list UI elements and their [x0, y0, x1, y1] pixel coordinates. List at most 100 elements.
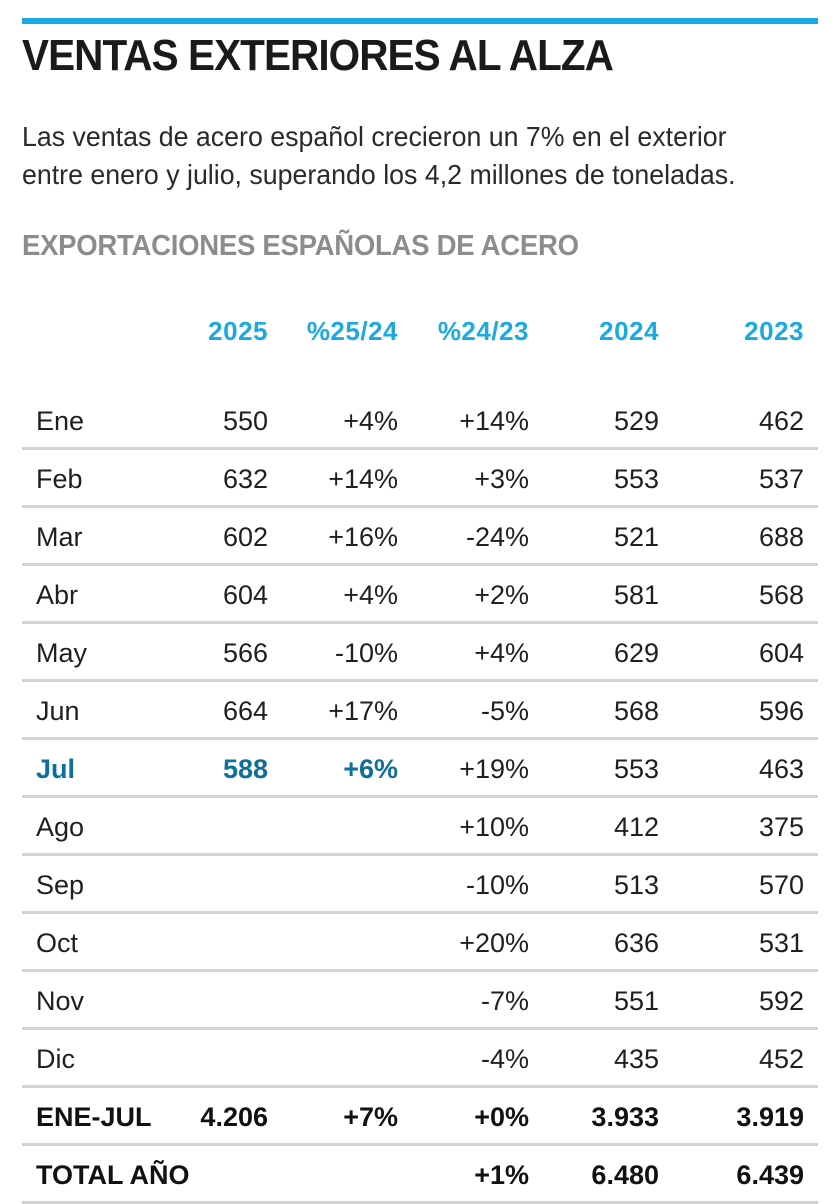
accent-top-rule	[22, 18, 818, 24]
cell-pct-24-23: +2%	[412, 564, 543, 624]
cell-2025	[152, 1028, 282, 1088]
cell-2024: 412	[543, 796, 673, 856]
table-row-ytd-total: ENE-JUL 4.206 +7% +0% 3.933 3.919	[22, 1086, 818, 1146]
cell-2023: 537	[673, 448, 818, 508]
row-label: Dic	[22, 1028, 152, 1088]
header-2024: 2024	[599, 315, 659, 346]
cell-pct-24-23: +14%	[412, 392, 543, 450]
cell-2025: 602	[152, 506, 282, 566]
headline: VENTAS EXTERIORES AL ALZA	[22, 31, 614, 80]
cell-pct-24-23: +0%	[412, 1086, 543, 1146]
table-row: Ene 550 +4% +14% 529 462	[22, 392, 818, 450]
cell-2023: 568	[673, 564, 818, 624]
row-label: Mar	[22, 506, 152, 566]
cell-2023: 531	[673, 912, 818, 972]
cell-pct-25-24	[282, 1028, 412, 1088]
cell-2023: 452	[673, 1028, 818, 1088]
deck-line-1: Las ventas de acero español crecieron un…	[22, 121, 727, 152]
cell-2023: 6.439	[673, 1144, 818, 1204]
cell-2025: 566	[152, 622, 282, 682]
table-row: Abr 604 +4% +2% 581 568	[22, 564, 818, 624]
cell-pct-24-23: +10%	[412, 796, 543, 856]
cell-2025	[152, 912, 282, 972]
cell-2023: 688	[673, 506, 818, 566]
table-row: Ago +10% 412 375	[22, 796, 818, 856]
cell-pct-24-23: +19%	[412, 738, 543, 798]
cell-2025: 4.206	[152, 1086, 282, 1146]
cell-pct-24-23: +4%	[412, 622, 543, 682]
cell-pct-25-24: +14%	[282, 448, 412, 508]
cell-2024: 521	[543, 506, 673, 566]
table-row: May 566 -10% +4% 629 604	[22, 622, 818, 682]
cell-2025	[152, 796, 282, 856]
row-label: Oct	[22, 912, 152, 972]
cell-2024: 553	[543, 448, 673, 508]
cell-2023: 592	[673, 970, 818, 1030]
cell-2024: 636	[543, 912, 673, 972]
row-label: Sep	[22, 854, 152, 914]
cell-pct-25-24	[282, 912, 412, 972]
cell-2025: 604	[152, 564, 282, 624]
row-label: May	[22, 622, 152, 682]
cell-pct-25-24: +4%	[282, 392, 412, 450]
row-label: Nov	[22, 970, 152, 1030]
cell-pct-25-24: +17%	[282, 680, 412, 740]
table-header-row: 2025 %25/24 %24/23 2024 2023	[22, 300, 818, 362]
cell-2024: 553	[543, 738, 673, 798]
table-row: Oct +20% 636 531	[22, 912, 818, 972]
header-label-col	[22, 300, 152, 362]
header-2023: 2023	[744, 315, 804, 346]
cell-2023: 3.919	[673, 1086, 818, 1146]
cell-2025: 588	[152, 738, 282, 798]
cell-pct-25-24	[282, 796, 412, 856]
cell-pct-25-24: +16%	[282, 506, 412, 566]
table-row: Dic -4% 435 452	[22, 1028, 818, 1088]
row-label: TOTAL AÑO	[22, 1144, 190, 1204]
header-2025: 2025	[208, 315, 268, 346]
cell-2023: 463	[673, 738, 818, 798]
deck-line-2: entre enero y julio, superando los 4,2 m…	[22, 159, 736, 190]
cell-2023: 375	[673, 796, 818, 856]
header-pct-24-23: %24/23	[437, 315, 529, 346]
cell-2023: 604	[673, 622, 818, 682]
cell-2024: 568	[543, 680, 673, 740]
cell-2023: 462	[673, 392, 818, 450]
cell-pct-25-24	[282, 1144, 412, 1204]
cell-pct-24-23: +3%	[412, 448, 543, 508]
cell-pct-25-24	[282, 854, 412, 914]
cell-2024: 6.480	[543, 1144, 673, 1204]
table-row-highlighted: Jul 588 +6% +19% 553 463	[22, 738, 818, 798]
cell-pct-25-24: -10%	[282, 622, 412, 682]
row-label: Ene	[22, 392, 152, 450]
cell-2024: 513	[543, 854, 673, 914]
cell-2025: 550	[152, 392, 282, 450]
cell-2024: 551	[543, 970, 673, 1030]
cell-pct-24-23: -4%	[412, 1028, 543, 1088]
cell-pct-24-23: -7%	[412, 970, 543, 1030]
cell-2024: 3.933	[543, 1086, 673, 1146]
row-label: Jun	[22, 680, 152, 740]
table-row: Sep -10% 513 570	[22, 854, 818, 914]
cell-pct-25-24: +4%	[282, 564, 412, 624]
table-row: Feb 632 +14% +3% 553 537	[22, 448, 818, 508]
cell-pct-25-24: +6%	[282, 738, 412, 798]
table-row-year-total: TOTAL AÑO +1% 6.480 6.439	[22, 1144, 818, 1204]
row-label: Jul	[22, 738, 152, 798]
table-row: Jun 664 +17% -5% 568 596	[22, 680, 818, 740]
cell-2024: 629	[543, 622, 673, 682]
cell-pct-25-24	[282, 970, 412, 1030]
cell-pct-24-23: -5%	[412, 680, 543, 740]
table-row: Mar 602 +16% -24% 521 688	[22, 506, 818, 566]
cell-2025: 664	[152, 680, 282, 740]
row-label: Feb	[22, 448, 152, 508]
cell-2024: 581	[543, 564, 673, 624]
steel-exports-table: 2025 %25/24 %24/23 2024 2023 Ene 550 +4%…	[22, 300, 818, 1204]
section-title: EXPORTACIONES ESPAÑOLAS DE ACERO	[22, 230, 579, 262]
cell-2023: 596	[673, 680, 818, 740]
header-pct-25-24: %25/24	[306, 315, 398, 346]
cell-2024: 529	[543, 392, 673, 450]
cell-2025	[152, 970, 282, 1030]
row-label: Ago	[22, 796, 152, 856]
table-row: Nov -7% 551 592	[22, 970, 818, 1030]
cell-pct-25-24: +7%	[282, 1086, 412, 1146]
